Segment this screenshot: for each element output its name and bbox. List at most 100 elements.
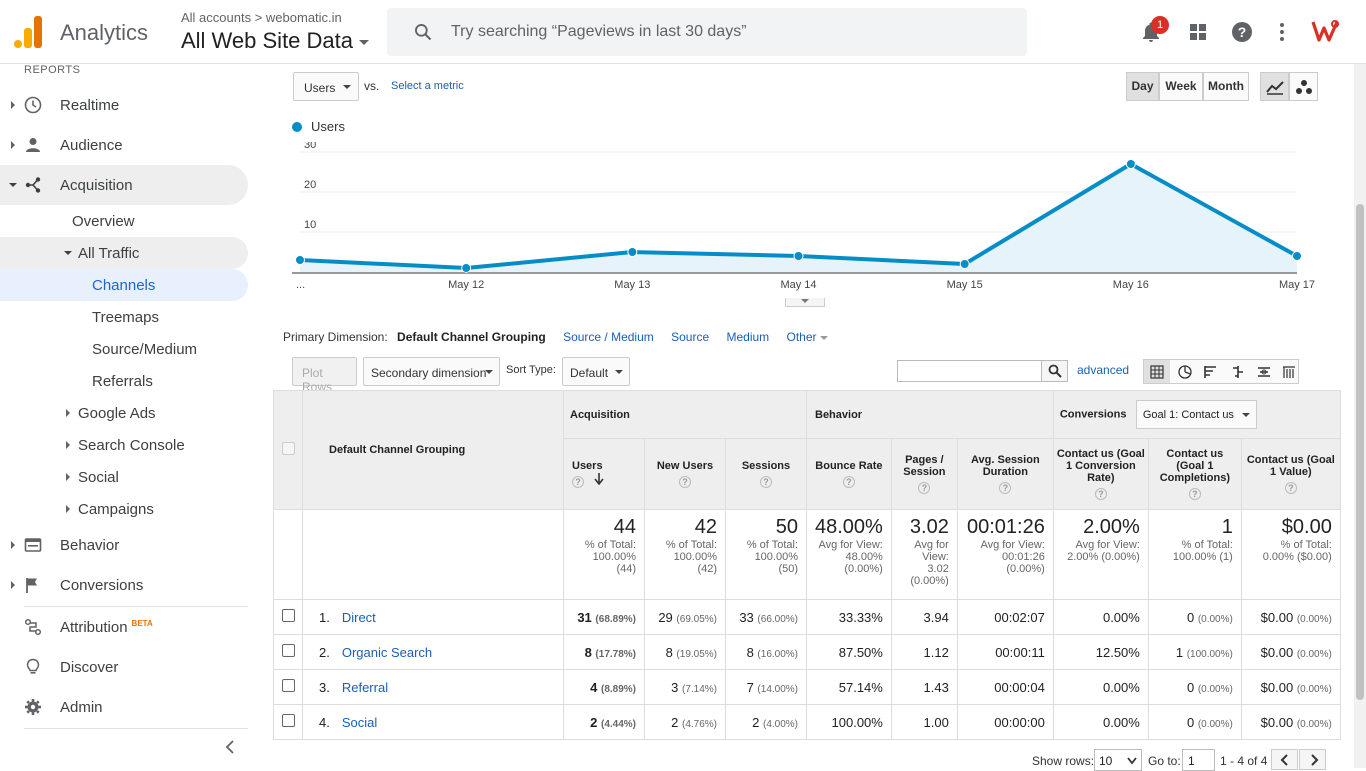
search-box[interactable]: Try searching “Pageviews in last 30 days… xyxy=(387,8,1027,56)
sessions-column-header[interactable]: Sessions? xyxy=(725,438,807,510)
row-checkbox[interactable] xyxy=(281,679,295,692)
select-metric-link[interactable]: Select a metric xyxy=(391,80,464,92)
totals-empty-cell xyxy=(302,509,564,600)
sort-type-select[interactable]: Default xyxy=(562,357,630,386)
table-filter-search-button[interactable] xyxy=(1041,360,1068,382)
table-row: 2. Organic Search 8 (17.78%) 8 (19.05%) 8 (1… xyxy=(273,634,1341,670)
goal-select[interactable]: Goal 1: Contact us xyxy=(1135,400,1257,429)
collapse-sidebar-icon[interactable] xyxy=(224,740,236,754)
sort-descending-icon[interactable] xyxy=(594,473,604,486)
apps-grid-icon[interactable] xyxy=(1186,20,1210,44)
goal1-value-column-header[interactable]: Contact us (Goal 1 Value)? xyxy=(1240,438,1341,510)
column-header-label: Avg. Session Duration xyxy=(971,454,1040,478)
dimension-medium[interactable]: Medium xyxy=(726,330,770,344)
term-cloud-icon[interactable] xyxy=(1257,365,1271,379)
motion-chart-toggle[interactable] xyxy=(1289,72,1318,101)
search-placeholder: Try searching “Pageviews in last 30 days… xyxy=(451,23,747,40)
period-week-button[interactable]: Week xyxy=(1159,72,1203,101)
row-new-users-pct: (19.05%) xyxy=(676,648,717,660)
sidebar-item-discover[interactable]: Discover xyxy=(0,647,248,687)
row-checkbox[interactable] xyxy=(281,644,295,657)
help-icon[interactable]: ? xyxy=(1230,20,1254,44)
line-chart-toggle[interactable] xyxy=(1260,72,1289,101)
channel-link[interactable]: Referral xyxy=(341,679,389,695)
period-month-button[interactable]: Month xyxy=(1203,72,1249,101)
data-point[interactable] xyxy=(793,251,804,261)
prev-page-button[interactable] xyxy=(1271,749,1298,770)
scrollbar-thumb[interactable] xyxy=(1356,204,1364,700)
pages-per-session-column-header[interactable]: Pages / Session? xyxy=(890,438,958,510)
row-users-cell: 31 (68.89%) xyxy=(563,599,645,635)
row-checkbox[interactable] xyxy=(281,609,295,622)
sidebar-item-campaigns[interactable]: Campaigns xyxy=(0,493,248,525)
bounce-rate-column-header[interactable]: Bounce Rate? xyxy=(806,438,892,510)
next-page-button[interactable] xyxy=(1299,749,1326,770)
dimension-default-channel-grouping[interactable]: Default Channel Grouping xyxy=(397,330,546,344)
sidebar-item-google-ads[interactable]: Google Ads xyxy=(0,397,248,429)
new-users-column-header[interactable]: New Users? xyxy=(644,438,726,510)
help-icon[interactable]: ? xyxy=(1188,488,1201,500)
metric-select[interactable]: Users xyxy=(293,72,359,101)
avg-session-duration-column-header[interactable]: Avg. Session Duration? xyxy=(956,438,1054,510)
comparison-icon[interactable] xyxy=(1231,365,1245,379)
more-vert-icon[interactable] xyxy=(1270,20,1294,44)
row-sessions-cell: 33 (66.00%) xyxy=(725,599,807,635)
data-point[interactable] xyxy=(1292,251,1302,261)
data-point[interactable] xyxy=(627,247,638,257)
goal1-completions-column-header[interactable]: Contact us (Goal 1 Completions)? xyxy=(1147,438,1242,510)
dimension-source-medium[interactable]: Source / Medium xyxy=(563,330,654,344)
help-icon[interactable]: ? xyxy=(918,482,931,494)
data-point[interactable] xyxy=(295,255,305,265)
pie-chart-icon[interactable] xyxy=(1178,365,1192,379)
sidebar-item-conversions[interactable]: Conversions xyxy=(0,565,248,605)
data-point[interactable] xyxy=(461,263,472,273)
sidebar-item-search-console[interactable]: Search Console xyxy=(0,429,248,461)
secondary-dimension-select[interactable]: Secondary dimension xyxy=(363,357,500,386)
sidebar-item-overview[interactable]: Overview xyxy=(0,205,248,237)
sidebar-item-social[interactable]: Social xyxy=(0,461,248,493)
sidebar-item-realtime[interactable]: Realtime xyxy=(0,85,248,125)
page-scrollbar[interactable] xyxy=(1354,64,1366,768)
analytics-logo[interactable] xyxy=(14,16,44,48)
table-filter-input[interactable] xyxy=(897,360,1042,382)
dimension-column-header[interactable]: Default Channel Grouping xyxy=(302,390,564,510)
help-icon[interactable]: ? xyxy=(1094,488,1107,500)
help-icon[interactable]: ? xyxy=(572,476,584,488)
channel-link[interactable]: Social xyxy=(341,714,378,730)
data-point[interactable] xyxy=(1125,159,1136,169)
table-view-data-button[interactable] xyxy=(1144,360,1170,383)
dimension-source[interactable]: Source xyxy=(671,330,710,344)
help-icon[interactable]: ? xyxy=(679,476,691,488)
sidebar-item-all-traffic[interactable]: All Traffic xyxy=(0,237,248,269)
dimension-other[interactable]: Other xyxy=(787,330,828,344)
channel-link[interactable]: Direct xyxy=(341,609,376,625)
sidebar-item-acquisition[interactable]: Acquisition xyxy=(0,165,248,205)
sidebar-item-referrals[interactable]: Referrals xyxy=(0,365,248,397)
period-day-button[interactable]: Day xyxy=(1126,72,1159,101)
help-icon[interactable]: ? xyxy=(842,476,855,488)
select-all-checkbox[interactable] xyxy=(281,442,295,455)
advanced-filter-link[interactable]: advanced xyxy=(1077,363,1130,377)
chart-collapse-handle[interactable] xyxy=(785,298,825,307)
account-breadcrumb[interactable]: All accounts > webomatic.in xyxy=(181,10,342,25)
channel-link[interactable]: Organic Search xyxy=(341,644,433,660)
plot-rows-button[interactable]: Plot Rows xyxy=(292,357,357,394)
sidebar-item-channels[interactable]: Channels xyxy=(0,269,248,301)
data-point[interactable] xyxy=(959,259,970,269)
sidebar-item-treemaps[interactable]: Treemaps xyxy=(0,301,248,333)
row-checkbox[interactable] xyxy=(281,714,295,727)
sidebar-item-source-medium[interactable]: Source/Medium xyxy=(0,333,248,365)
goal1-conversion-rate-column-header[interactable]: Contact us (Goal 1 Conversion Rate)? xyxy=(1052,438,1149,510)
pivot-icon[interactable] xyxy=(1282,365,1296,379)
sidebar-item-audience[interactable]: Audience xyxy=(0,125,248,165)
help-icon[interactable]: ? xyxy=(760,476,772,488)
users-column-header[interactable]: Users? xyxy=(563,438,645,510)
bar-performance-icon[interactable] xyxy=(1204,365,1218,379)
sidebar-item-admin[interactable]: Admin xyxy=(0,687,248,727)
help-icon[interactable]: ? xyxy=(999,482,1012,494)
sidebar-item-behavior[interactable]: Behavior xyxy=(0,525,248,565)
sidebar-item-attribution[interactable]: Attribution BETA xyxy=(0,607,248,647)
property-selector[interactable]: All Web Site Data xyxy=(181,28,370,54)
account-avatar-icon[interactable] xyxy=(1311,18,1341,44)
help-icon[interactable]: ? xyxy=(1284,482,1297,494)
